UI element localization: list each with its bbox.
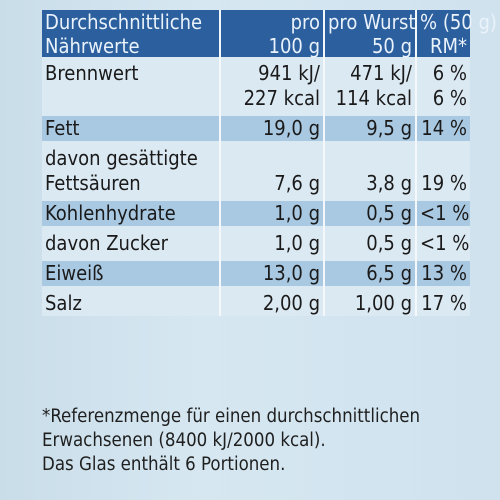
row-name: davon gesättigte bbox=[42, 146, 221, 171]
header-nutrient: Durchschnittliche bbox=[42, 10, 221, 35]
header-percent-rm-sub: RM* bbox=[416, 35, 470, 57]
nutrition-table: Durchschnittliche pro pro Wurst % (50 g)… bbox=[42, 10, 497, 316]
footnote-line: *Referenzmenge für einen durchschnittlic… bbox=[42, 406, 421, 427]
row-per-100g: 19,0 g bbox=[220, 116, 325, 141]
row-per-100g bbox=[220, 146, 325, 171]
row-per-sausage: 0,5 g bbox=[324, 201, 417, 226]
table-row: Brennwert 941 kJ/ 471 kJ/ 6 % bbox=[42, 57, 470, 86]
row-name: Eiweiß bbox=[42, 261, 221, 286]
row-per-100g: 1,0 g bbox=[220, 231, 325, 256]
footnote-line: Das Glas enthält 6 Portionen. bbox=[42, 454, 286, 475]
row-percent-rm: 17 % bbox=[416, 291, 470, 316]
row-name: davon Zucker bbox=[42, 231, 221, 256]
row-spacer bbox=[42, 286, 470, 291]
row-per-sausage: 1,00 g bbox=[324, 291, 417, 316]
row-per-100g: 7,6 g bbox=[220, 171, 325, 196]
row-per-sausage: 114 kcal bbox=[324, 86, 417, 111]
footnote: *Referenzmenge für einen durchschnittlic… bbox=[42, 405, 482, 477]
row-name: Fettsäuren bbox=[42, 171, 221, 196]
row-percent-rm: 19 % bbox=[416, 171, 470, 196]
row-percent-rm: 6 % bbox=[416, 86, 470, 111]
row-name: Brennwert bbox=[42, 57, 221, 86]
row-per-100g: 13,0 g bbox=[220, 261, 325, 286]
header-per-100g-sub: 100 g bbox=[220, 35, 325, 57]
table-row: davon Zucker 1,0 g 0,5 g <1 % bbox=[42, 231, 470, 256]
row-name: Kohlenhydrate bbox=[42, 201, 221, 226]
footnote-line: Erwachsenen (8400 kJ/2000 kcal). bbox=[42, 430, 326, 451]
row-per-sausage: 471 kJ/ bbox=[324, 57, 417, 86]
header-per-sausage: pro Wurst bbox=[324, 10, 417, 35]
row-per-sausage: 9,5 g bbox=[324, 116, 417, 141]
row-spacer bbox=[42, 226, 470, 231]
row-percent-rm: 6 % bbox=[416, 57, 470, 86]
header-percent-rm: % (50 g) bbox=[416, 10, 497, 35]
row-name bbox=[42, 86, 221, 111]
table-row: davon gesättigte bbox=[42, 146, 470, 171]
row-per-100g: 1,0 g bbox=[220, 201, 325, 226]
row-name: Fett bbox=[42, 116, 221, 141]
table-row: Fettsäuren 7,6 g 3,8 g 19 % bbox=[42, 171, 470, 196]
row-per-sausage: 3,8 g bbox=[324, 171, 417, 196]
header-per-100g: pro bbox=[220, 10, 325, 35]
table-row: Eiweiß 13,0 g 6,5 g 13 % bbox=[42, 261, 470, 286]
row-percent-rm: 14 % bbox=[416, 116, 470, 141]
table-row: Kohlenhydrate 1,0 g 0,5 g <1 % bbox=[42, 201, 470, 226]
row-percent-rm: <1 % bbox=[416, 231, 470, 256]
row-per-sausage: 0,5 g bbox=[324, 231, 417, 256]
table-header: Durchschnittliche pro pro Wurst % (50 g)… bbox=[42, 10, 497, 57]
row-name: Salz bbox=[42, 291, 221, 316]
row-percent-rm bbox=[416, 146, 470, 171]
row-percent-rm: 13 % bbox=[416, 261, 470, 286]
row-spacer bbox=[42, 141, 470, 146]
row-spacer bbox=[42, 196, 470, 201]
row-per-100g: 941 kJ/ bbox=[220, 57, 325, 86]
row-spacer bbox=[42, 111, 470, 116]
row-percent-rm: <1 % bbox=[416, 201, 470, 226]
row-spacer bbox=[42, 256, 470, 261]
table-row: 227 kcal 114 kcal 6 % bbox=[42, 86, 470, 111]
table-row: Salz 2,00 g 1,00 g 17 % bbox=[42, 291, 470, 316]
row-per-sausage: 6,5 g bbox=[324, 261, 417, 286]
header-nutrient-sub: Nährwerte bbox=[42, 35, 221, 57]
row-per-100g: 227 kcal bbox=[220, 86, 325, 111]
row-per-sausage bbox=[324, 146, 417, 171]
header-per-sausage-sub: 50 g bbox=[324, 35, 417, 57]
table-row: Fett 19,0 g 9,5 g 14 % bbox=[42, 116, 470, 141]
row-per-100g: 2,00 g bbox=[220, 291, 325, 316]
